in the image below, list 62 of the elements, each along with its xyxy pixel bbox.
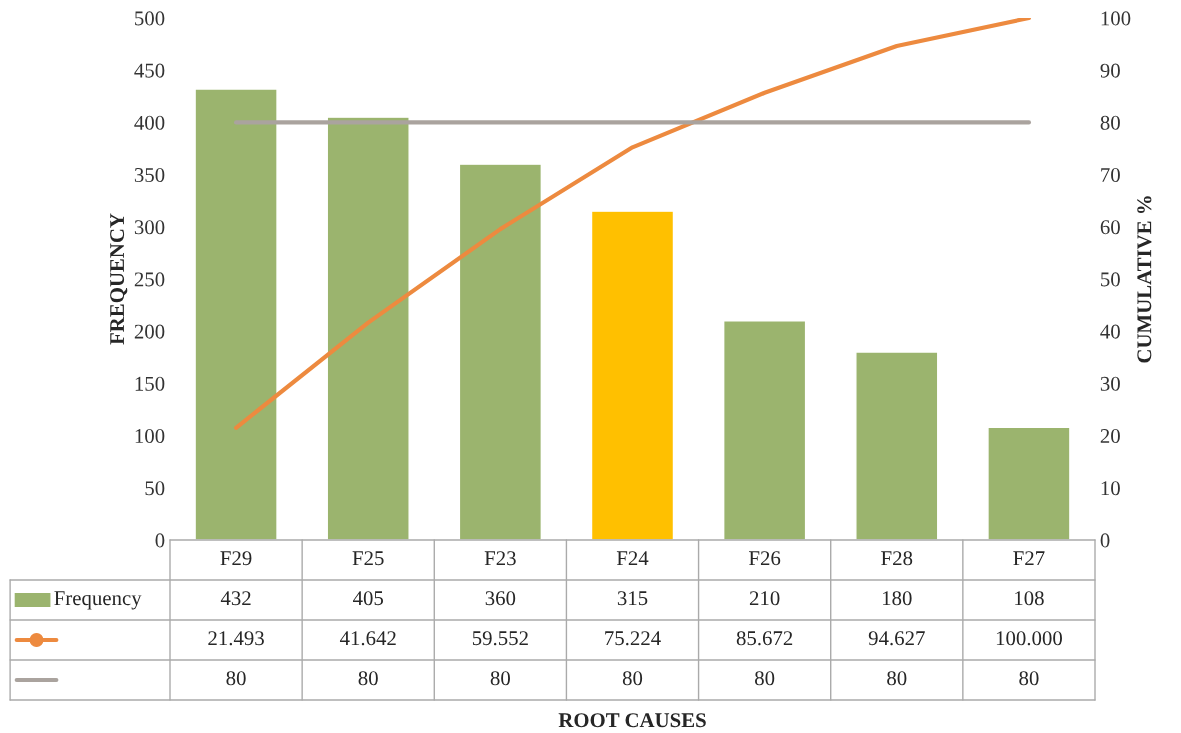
- line-series: [233, 18, 1032, 430]
- y2-tick-label: 40: [1100, 324, 1120, 339]
- bar: [326, 116, 410, 540]
- bar: [987, 426, 1071, 540]
- x-tick-label: F24: [616, 551, 649, 566]
- x-tick-label: F23: [484, 551, 516, 566]
- bar: [722, 320, 807, 540]
- data-label: 41.642: [339, 631, 396, 646]
- y-tick-label: 0: [155, 533, 165, 548]
- y-tick-label: 450: [134, 63, 165, 78]
- x-tick-label: F26: [749, 551, 781, 566]
- y-tick-label: 150: [135, 376, 165, 391]
- y-tick-label: 250: [134, 272, 165, 287]
- data-label: 360: [485, 591, 516, 606]
- y-tick-label: 400: [134, 115, 165, 130]
- data-label: 405: [353, 591, 384, 606]
- y-axis-title: FREQUENCY: [110, 213, 128, 345]
- bar: [458, 163, 543, 540]
- x-tick-label: F29: [220, 551, 252, 566]
- y2-axis-title: CUMULATIVE %: [1137, 196, 1152, 363]
- data-label: 80: [490, 671, 510, 686]
- data-label: 21.493: [208, 631, 264, 646]
- data-label: 94.627: [868, 631, 925, 646]
- data-label: 80: [755, 671, 775, 686]
- x-tick-label: F28: [881, 551, 913, 566]
- data-label: 59.552: [472, 631, 528, 646]
- y2-tick-label: 0: [1100, 533, 1110, 548]
- y-tick-label: 50: [145, 481, 165, 496]
- y-tick-label: 500: [135, 11, 165, 26]
- y2-tick-label: 20: [1100, 428, 1120, 444]
- x-tick-label: F27: [1013, 551, 1045, 566]
- y-tick-label: 200: [134, 324, 165, 339]
- y2-tick-label: 50: [1101, 272, 1120, 287]
- text: ROOT CAUSES: [558, 713, 706, 728]
- y2-tick-label: 30: [1100, 376, 1120, 391]
- data-label: 80: [1019, 671, 1039, 686]
- data-label: 210: [749, 591, 780, 606]
- bar: [590, 210, 675, 540]
- bar: [855, 351, 939, 540]
- bar: [194, 88, 278, 540]
- data-label: 80: [358, 671, 378, 686]
- data-label: 75.224: [605, 631, 661, 646]
- data-label: 100.000: [996, 631, 1062, 646]
- y2-tick-label: 80: [1100, 115, 1120, 130]
- y2-tick-label: 100: [1101, 11, 1131, 26]
- y2-tick-label: 90: [1100, 63, 1120, 78]
- data-label: 80: [887, 671, 907, 686]
- y2-tick-label: 60: [1100, 220, 1120, 235]
- data-label: 108: [1015, 591, 1044, 606]
- y-tick-label: 100: [135, 428, 165, 444]
- data-label: 315: [617, 591, 648, 606]
- y-tick-label: 350: [134, 167, 165, 183]
- y2-tick-label: 10: [1101, 481, 1120, 496]
- legend-label: Frequency: [54, 591, 142, 610]
- y-tick-label: 300: [134, 220, 165, 235]
- data-label: 180: [882, 591, 912, 606]
- x-tick-label: F25: [352, 551, 384, 566]
- y2-tick-label: 70: [1101, 167, 1120, 183]
- data-label: 80: [622, 671, 643, 686]
- data-label: 85.672: [736, 631, 793, 646]
- data-label: 80: [226, 671, 246, 686]
- data-label: 432: [220, 591, 251, 606]
